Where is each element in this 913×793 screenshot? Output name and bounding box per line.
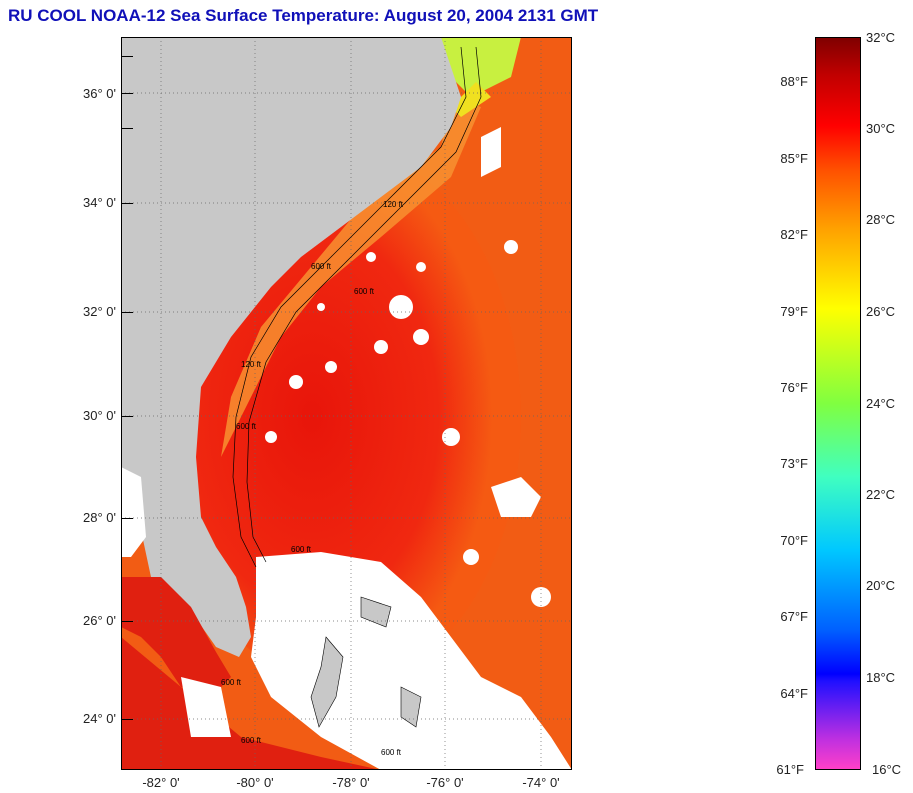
fahrenheit-label: 64°F [780, 686, 808, 701]
fahrenheit-label: 70°F [780, 533, 808, 548]
celsius-label: 30°C [866, 121, 896, 136]
fahrenheit-label: 79°F [780, 304, 808, 319]
lon-label: -74° 0' [522, 775, 560, 790]
isobath-label: 600 ft [241, 736, 262, 745]
isobath-label: 600 ft [311, 262, 332, 271]
bahamas-islands [310, 596, 422, 728]
lat-label: 28° 0' [83, 510, 116, 525]
gulf-water [121, 577, 231, 697]
lon-label: -76° 0' [426, 775, 464, 790]
lat-label: 24° 0' [83, 711, 116, 726]
cloud-mask [121, 127, 572, 770]
lon-label: -78° 0' [332, 775, 370, 790]
lat-label: 30° 0' [83, 408, 116, 423]
isobath-label: 120 ft [383, 200, 404, 209]
celsius-label: 20°C [866, 578, 896, 593]
fahrenheit-label: 61°F [776, 762, 804, 777]
celsius-label: 22°C [866, 487, 896, 502]
celsius-label: 16°C [872, 762, 902, 777]
lon-label: -82° 0' [142, 775, 180, 790]
isobath-label: 600 ft [221, 678, 242, 687]
isobath-label: 120 ft [241, 360, 262, 369]
fahrenheit-label: 88°F [780, 74, 808, 89]
celsius-label: 28°C [866, 212, 896, 227]
temperature-colorbar [815, 37, 861, 770]
isobath-contours [232, 46, 482, 568]
isobath-label: 600 ft [354, 287, 375, 296]
page-title: RU COOL NOAA-12 Sea Surface Temperature:… [8, 6, 599, 25]
celsius-label: 26°C [866, 304, 896, 319]
celsius-label: 24°C [866, 396, 896, 411]
cool-north-water [441, 37, 521, 97]
isobath-label: 600 ft [291, 545, 312, 554]
shelf-water [221, 97, 481, 457]
lat-label: 26° 0' [83, 613, 116, 628]
fahrenheit-label: 85°F [780, 151, 808, 166]
isobath-label: 600 ft [381, 748, 402, 757]
fahrenheit-label: 76°F [780, 380, 808, 395]
isobath-label: 600 ft [236, 422, 257, 431]
fahrenheit-label: 82°F [780, 227, 808, 242]
lon-label: -80° 0' [236, 775, 274, 790]
lat-label: 36° 0' [83, 86, 116, 101]
lat-label: 32° 0' [83, 304, 116, 319]
sst-map: 600 ft 120 ft 600 ft 120 ft 600 ft 600 f… [121, 37, 572, 770]
fahrenheit-label: 67°F [780, 609, 808, 624]
lat-label: 34° 0' [83, 195, 116, 210]
land-mass [121, 37, 461, 657]
fahrenheit-label: 73°F [780, 456, 808, 471]
celsius-label: 18°C [866, 670, 896, 685]
celsius-label: 32°C [866, 30, 896, 45]
